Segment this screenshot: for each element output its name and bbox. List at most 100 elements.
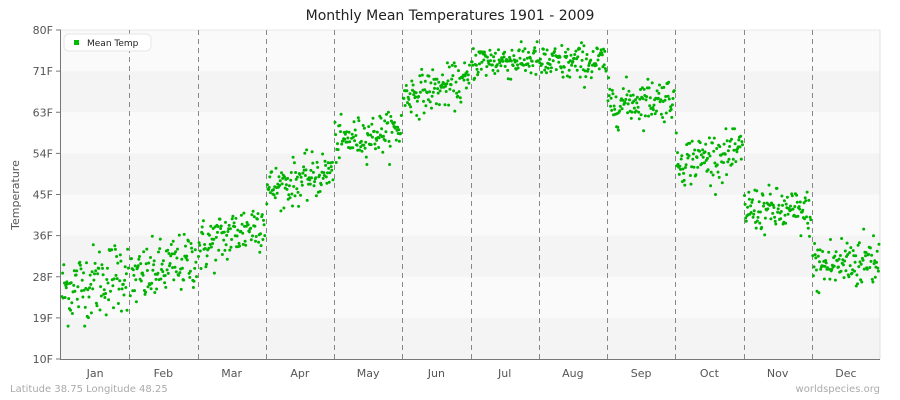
data-point: [687, 154, 691, 158]
data-point: [452, 89, 456, 93]
data-point: [137, 257, 141, 261]
data-point: [681, 167, 685, 171]
data-point: [73, 289, 77, 293]
data-point: [509, 77, 513, 81]
data-point: [714, 193, 717, 196]
data-point: [798, 200, 802, 204]
data-point: [625, 93, 629, 97]
data-point: [501, 59, 505, 63]
data-point: [664, 111, 668, 115]
data-point: [551, 54, 555, 57]
location-caption: Latitude 38.75 Longitude 48.25: [10, 384, 168, 395]
data-point: [404, 84, 408, 87]
data-point: [133, 289, 136, 293]
data-point: [614, 95, 618, 99]
data-point: [438, 89, 442, 93]
data-point: [784, 202, 788, 206]
data-point: [703, 150, 707, 154]
data-point: [149, 256, 152, 259]
data-point: [480, 60, 484, 64]
data-point: [313, 180, 317, 184]
data-point: [122, 293, 126, 297]
data-point: [169, 243, 173, 246]
data-point: [408, 92, 412, 96]
data-point: [502, 55, 506, 59]
data-point: [773, 215, 777, 219]
data-point: [336, 142, 339, 146]
data-point: [451, 74, 455, 78]
data-point: [80, 278, 84, 282]
data-point: [545, 48, 549, 52]
data-point: [321, 176, 325, 180]
data-point: [828, 277, 832, 281]
data-point: [246, 223, 250, 227]
data-point: [473, 76, 477, 80]
y-tick-label: 80F: [33, 24, 53, 37]
data-point: [466, 78, 470, 82]
data-point: [409, 105, 413, 109]
data-point: [834, 250, 838, 254]
data-point: [285, 187, 289, 191]
data-point: [273, 196, 277, 200]
data-point: [758, 210, 762, 214]
y-tick-label: 63F: [33, 106, 53, 119]
data-point: [134, 278, 138, 282]
data-point: [524, 69, 527, 72]
data-point: [94, 301, 98, 305]
data-point: [430, 94, 434, 98]
data-point: [589, 76, 593, 80]
data-point: [397, 128, 401, 132]
data-point: [679, 157, 683, 161]
data-point: [241, 231, 245, 235]
data-point: [280, 171, 283, 175]
data-point: [184, 244, 187, 248]
data-point: [222, 230, 226, 234]
data-point: [414, 91, 418, 95]
data-point: [672, 89, 676, 93]
data-point: [399, 114, 403, 117]
data-point: [733, 127, 736, 131]
data-point: [120, 287, 124, 291]
data-point: [701, 148, 705, 152]
data-point: [191, 286, 195, 289]
data-point: [314, 194, 318, 198]
data-point: [774, 222, 778, 226]
data-point: [841, 263, 845, 267]
data-point: [545, 71, 548, 75]
data-point: [203, 243, 207, 246]
data-point: [486, 59, 490, 63]
data-point: [795, 200, 799, 204]
data-point: [219, 224, 223, 228]
data-point: [674, 131, 678, 135]
data-point: [595, 47, 599, 51]
data-points: [60, 40, 881, 328]
data-point: [143, 292, 147, 296]
data-point: [499, 64, 503, 68]
data-point: [620, 107, 624, 111]
data-point: [706, 156, 709, 160]
data-point: [648, 96, 652, 100]
data-point: [351, 135, 355, 139]
data-point: [139, 279, 143, 283]
data-point: [535, 40, 539, 44]
data-point: [744, 216, 748, 220]
data-point: [369, 143, 373, 147]
x-tick-label: Nov: [767, 367, 789, 380]
data-point: [444, 90, 448, 93]
data-point: [238, 244, 242, 248]
data-point: [632, 106, 636, 110]
data-point: [768, 203, 772, 207]
data-point: [730, 137, 733, 141]
data-point: [364, 155, 368, 159]
data-point: [346, 136, 350, 140]
data-point: [637, 117, 641, 121]
data-point: [190, 250, 194, 254]
data-point: [173, 265, 177, 269]
data-point: [205, 254, 209, 258]
data-point: [365, 163, 369, 166]
data-point: [265, 183, 269, 187]
data-point: [118, 253, 122, 257]
data-point: [791, 207, 795, 211]
data-point: [197, 255, 200, 258]
data-point: [232, 221, 236, 225]
